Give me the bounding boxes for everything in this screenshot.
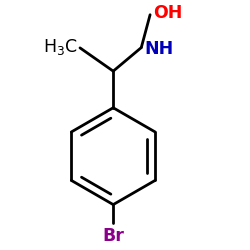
Text: NH: NH xyxy=(144,40,173,58)
Text: H$_3$C: H$_3$C xyxy=(43,36,78,56)
Text: OH: OH xyxy=(153,4,182,22)
Text: Br: Br xyxy=(102,227,124,245)
